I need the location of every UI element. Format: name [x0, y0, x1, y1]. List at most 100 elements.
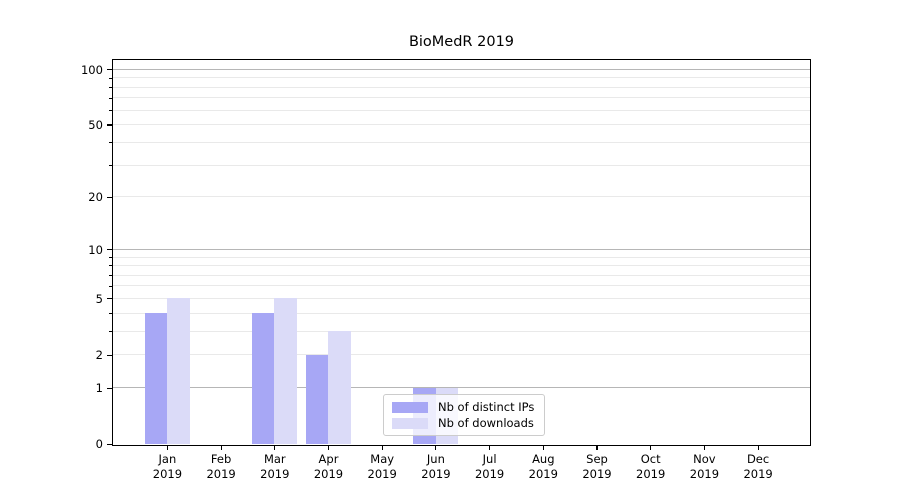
- x-axis-tick-label: Feb 2019: [193, 452, 249, 483]
- y-axis-minor-tick: [108, 165, 112, 166]
- gridline-major: [113, 68, 810, 70]
- y-axis-tick: [106, 298, 112, 300]
- y-axis-tick: [106, 124, 112, 126]
- y-axis-tick-label: 0: [95, 437, 103, 452]
- x-axis-tick-label: Mar 2019: [247, 452, 303, 483]
- x-tick-month: Jan: [158, 451, 177, 466]
- y-axis-minor-tick: [108, 285, 112, 287]
- gridline-major: [113, 248, 810, 250]
- gridline-minor: [113, 164, 810, 166]
- x-tick-month: Nov: [693, 451, 716, 466]
- x-tick-month: Jul: [482, 451, 497, 466]
- y-axis-tick-label: 2: [95, 348, 103, 363]
- y-axis-minor-tick: [108, 313, 112, 315]
- x-tick-month: Apr: [318, 451, 339, 466]
- y-axis-tick: [106, 387, 112, 389]
- x-axis-tick-label: Apr 2019: [301, 452, 357, 483]
- x-tick-year: 2019: [743, 467, 773, 482]
- x-tick-year: 2019: [367, 467, 397, 482]
- gridline-minor: [113, 109, 810, 111]
- bar-downloads-jan: [167, 298, 190, 444]
- x-axis-tick: [489, 445, 491, 450]
- x-tick-month: Mar: [263, 451, 286, 466]
- gridline-minor: [113, 330, 810, 332]
- x-axis-tick: [542, 445, 544, 450]
- bar-distinct-ips-jan: [144, 313, 167, 444]
- x-tick-year: 2019: [260, 467, 290, 482]
- legend-row-downloads: Nb of downloads: [392, 416, 536, 431]
- x-axis-tick-label: Jan 2019: [139, 452, 195, 483]
- gridline-minor: [113, 77, 810, 79]
- y-axis-minor-tick: [108, 275, 112, 277]
- x-axis-tick: [596, 445, 598, 450]
- gridline-major: [113, 387, 810, 389]
- x-axis-tick: [381, 445, 383, 450]
- y-axis-minor-tick: [108, 331, 112, 333]
- y-axis-tick: [106, 354, 112, 356]
- gridline-minor: [113, 285, 810, 287]
- y-axis-tick: [106, 196, 112, 198]
- y-axis-tick-label: 1: [95, 381, 103, 396]
- y-axis-minor-tick: [108, 256, 112, 258]
- y-axis-minor-tick: [108, 142, 112, 144]
- y-axis-minor-tick: [108, 77, 112, 79]
- y-axis-minor-tick: [108, 265, 112, 267]
- x-axis-tick: [650, 445, 652, 450]
- x-tick-month: Aug: [532, 451, 555, 466]
- gridline-minor: [113, 312, 810, 314]
- gridline-minor: [113, 97, 810, 99]
- x-tick-month: Jun: [426, 451, 445, 466]
- x-tick-year: 2019: [528, 467, 558, 482]
- y-axis-tick-label: 10: [88, 242, 103, 257]
- x-tick-month: May: [370, 451, 395, 466]
- x-axis-tick-label: May 2019: [354, 452, 410, 483]
- x-tick-year: 2019: [474, 467, 505, 482]
- bar-distinct-ips-apr: [305, 354, 329, 444]
- gridline-minor: [113, 86, 810, 88]
- legend: Nb of distinct IPs Nb of downloads: [383, 394, 545, 436]
- x-axis-tick: [435, 445, 437, 450]
- x-axis-tick: [703, 445, 705, 450]
- x-axis-tick: [220, 445, 222, 450]
- y-axis-tick-label: 5: [95, 291, 103, 306]
- gridline-minor: [113, 256, 810, 258]
- y-axis-tick: [106, 443, 112, 445]
- x-tick-month: Oct: [640, 451, 661, 466]
- legend-label-downloads: Nb of downloads: [438, 416, 534, 430]
- y-axis-minor-tick: [108, 97, 112, 99]
- gridline-minor: [113, 354, 810, 356]
- y-axis-tick: [106, 68, 112, 71]
- x-tick-year: 2019: [313, 467, 344, 482]
- x-tick-year: 2019: [152, 467, 183, 482]
- x-axis-tick-label: Nov 2019: [676, 452, 732, 483]
- gridline-minor: [113, 141, 810, 143]
- y-axis-tick: [106, 249, 112, 251]
- x-tick-month: Feb: [210, 451, 232, 466]
- x-tick-year: 2019: [206, 467, 236, 482]
- x-axis-tick: [274, 445, 276, 450]
- x-axis-tick: [166, 445, 168, 450]
- x-axis-tick-label: Dec 2019: [730, 452, 786, 483]
- x-axis-tick-label: Jul 2019: [462, 452, 518, 483]
- gridline-minor: [113, 196, 810, 198]
- x-axis-tick: [757, 445, 759, 450]
- chart-title: BioMedR 2019: [408, 34, 515, 50]
- legend-swatch-downloads: [392, 418, 428, 429]
- bar-downloads-mar: [274, 298, 297, 444]
- x-tick-year: 2019: [636, 467, 666, 482]
- y-axis-tick-label: 100: [80, 62, 103, 77]
- legend-label-distinct-ips: Nb of distinct IPs: [438, 400, 535, 414]
- plot-area: [112, 59, 811, 446]
- x-tick-month: Dec: [746, 451, 770, 466]
- x-axis-tick-label: Oct 2019: [623, 452, 679, 483]
- x-tick-month: Sep: [586, 451, 608, 466]
- x-tick-year: 2019: [582, 467, 612, 482]
- x-axis-tick-label: Aug 2019: [515, 452, 571, 483]
- bar-distinct-ips-mar: [251, 313, 275, 444]
- x-axis-tick-label: Jun 2019: [408, 452, 464, 483]
- bar-downloads-apr: [328, 331, 351, 444]
- y-axis-tick-label: 20: [88, 190, 103, 205]
- gridline-minor: [113, 124, 810, 126]
- gridline-minor: [113, 297, 810, 299]
